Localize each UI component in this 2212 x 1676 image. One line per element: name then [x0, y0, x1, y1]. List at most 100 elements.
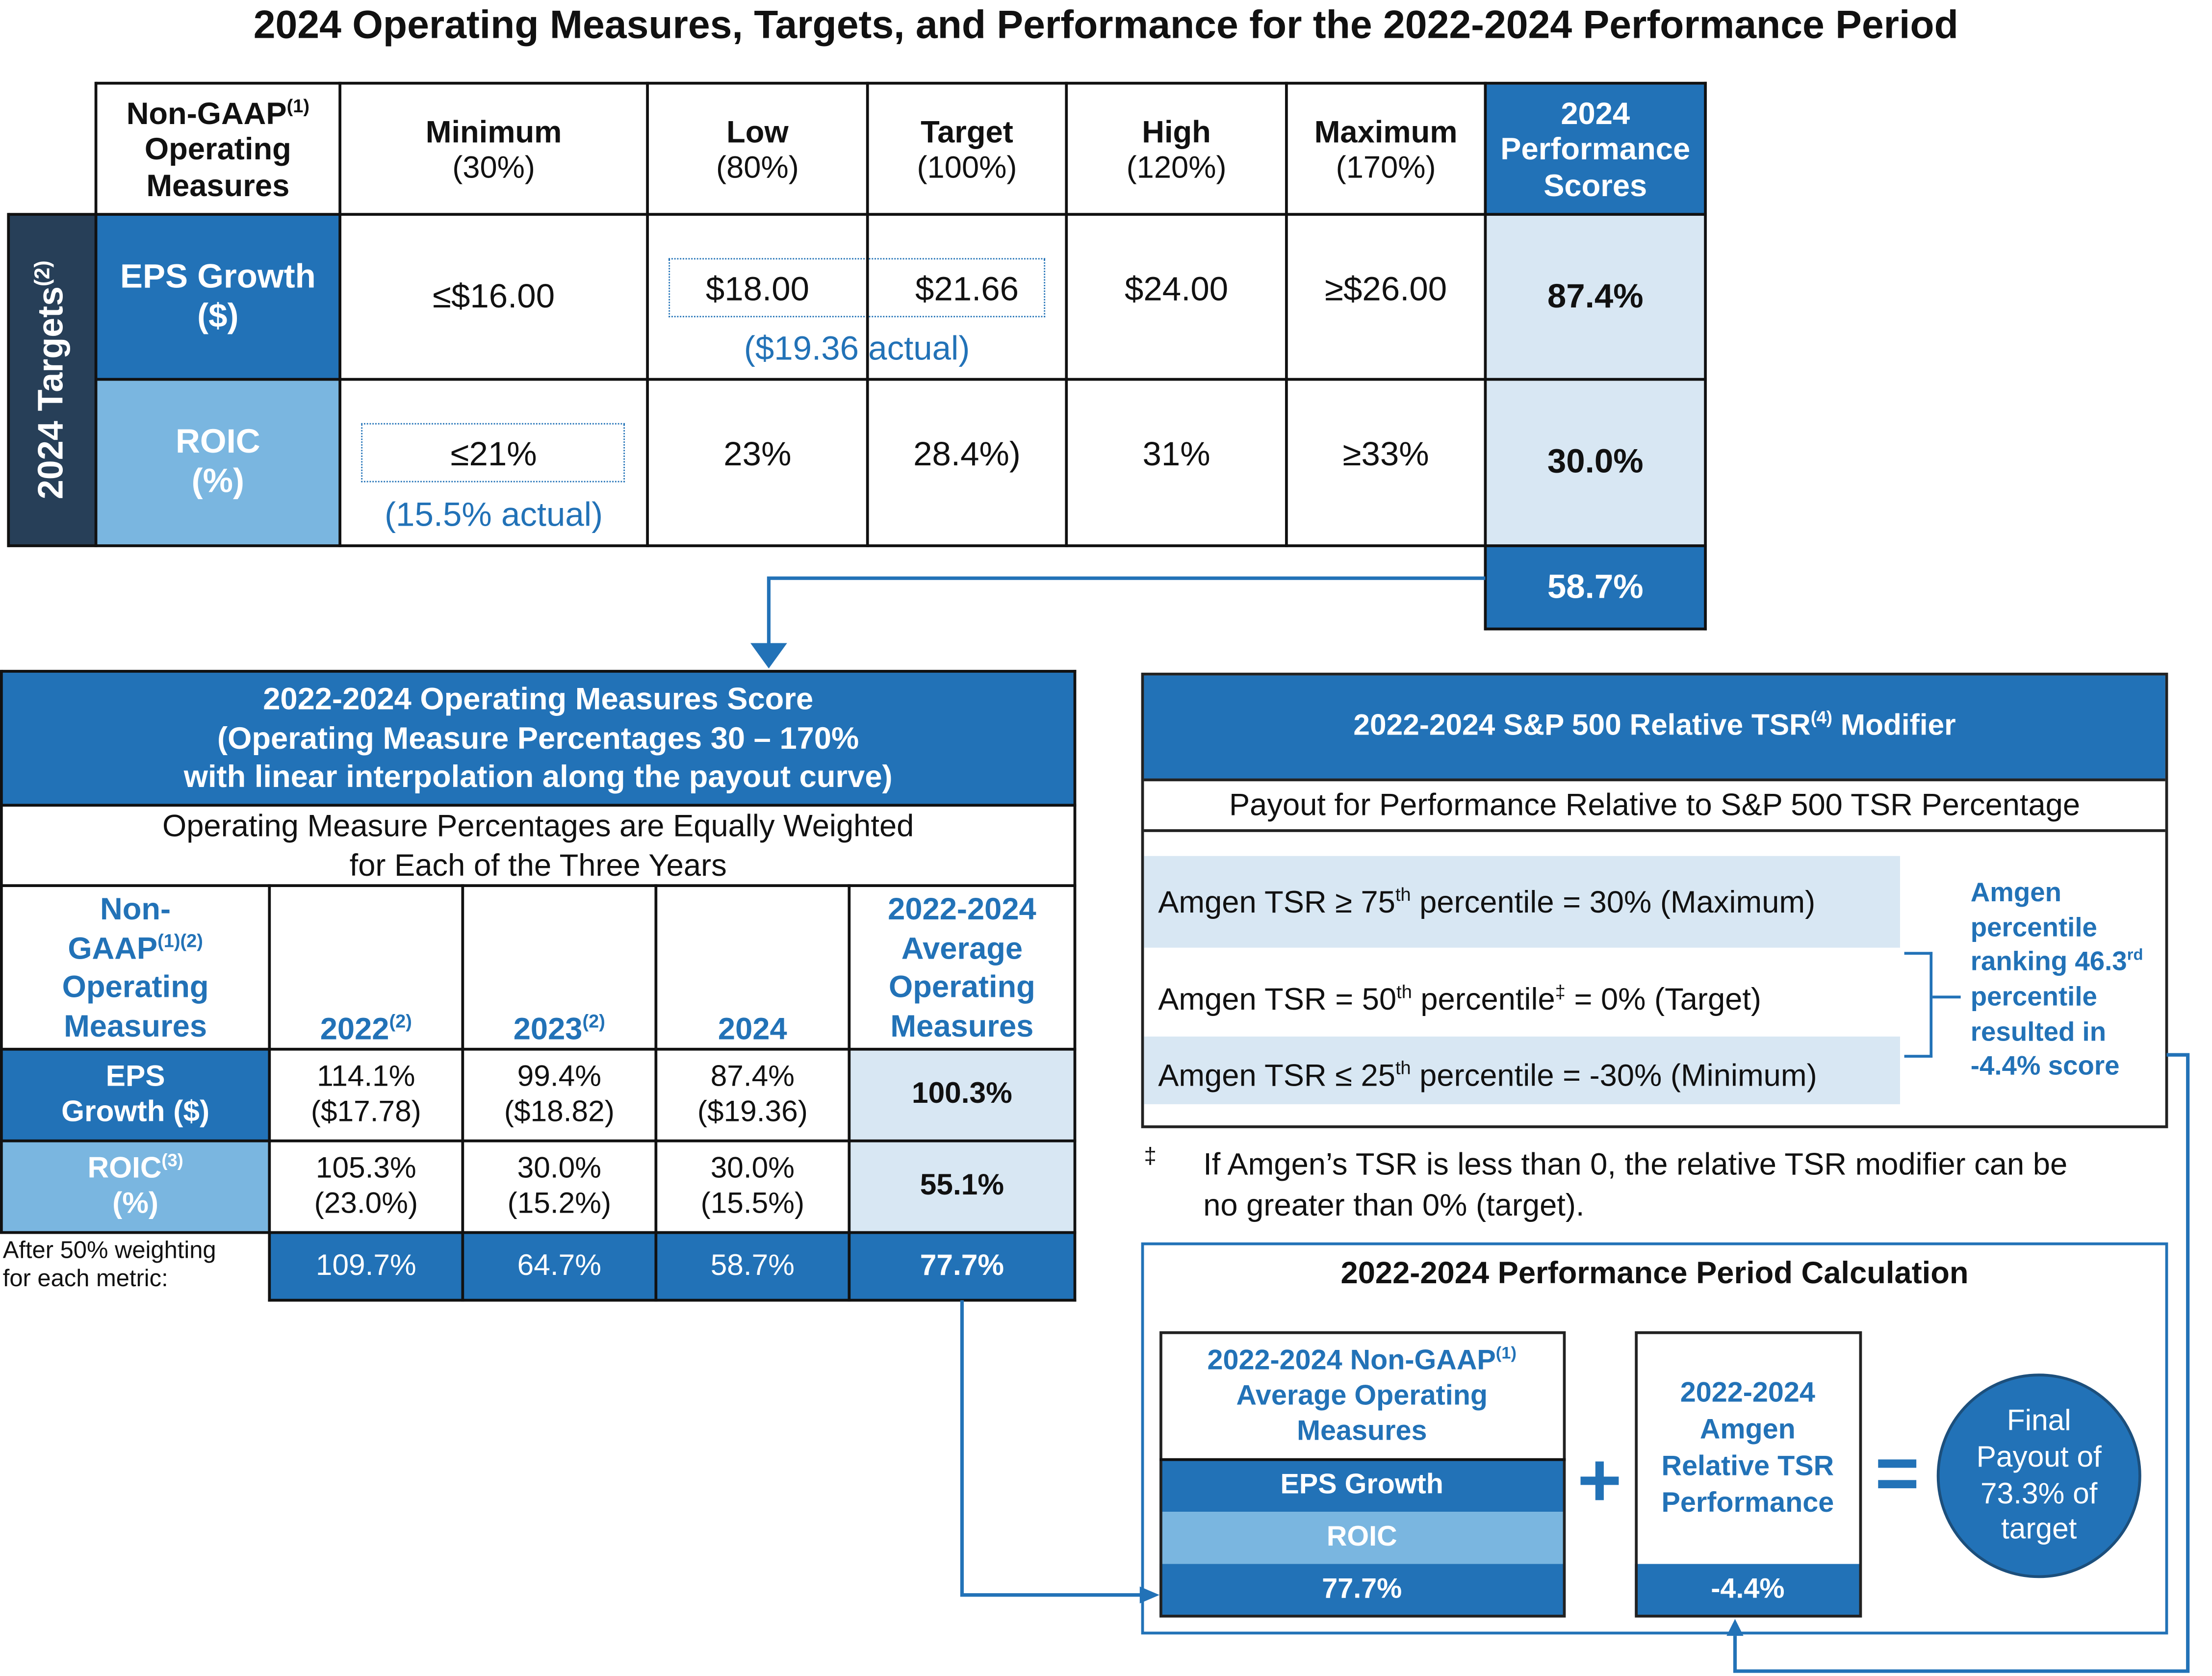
- ops-roic-2024: 30.0% (15.5%): [700, 1152, 805, 1219]
- roic-actual-range-box: [361, 423, 625, 482]
- tsr-bracket: [1932, 995, 1961, 999]
- tsr-bracket: [1904, 952, 1933, 955]
- calc-box1-value: 77.7%: [1159, 1564, 1565, 1616]
- grid-line: [268, 1298, 1077, 1302]
- grid-line: [1, 1139, 1077, 1143]
- grid-line: [96, 213, 1707, 216]
- calc-box1-header: 2022-2024 Non-GAAP(1) Average Operating …: [1207, 1342, 1517, 1447]
- grid-line: [1, 804, 1077, 807]
- tsr-bracket: [1929, 952, 1933, 1058]
- calc-box1-eps: EPS Growth: [1159, 1459, 1565, 1512]
- ops-eps-2022: 114.1% ($17.78): [310, 1061, 421, 1128]
- ops-roic-label: ROIC(3) (%): [1, 1141, 270, 1233]
- roic-score: 30.0%: [1485, 379, 1706, 546]
- ops-eps-2023: 99.4% ($18.82): [504, 1061, 615, 1128]
- col-2022-header: 2022(2): [320, 1010, 412, 1046]
- calc-box2-value: -4.4%: [1635, 1564, 1861, 1616]
- roic-high: 31%: [1142, 435, 1210, 474]
- grid-line: [654, 884, 658, 1302]
- final-payout-circle: Final Payout of 73.3% of target: [1936, 1373, 2141, 1578]
- calc-box2-border: [1635, 1331, 1862, 1618]
- operating-score-header: 2022-2024 Operating Measures Score (Oper…: [1, 671, 1075, 806]
- page-title: 2024 Operating Measures, Targets, and Pe…: [253, 2, 1958, 47]
- grid-line: [7, 213, 10, 547]
- calc-box1-border: [1159, 1331, 1566, 1618]
- tsr-panel: [1141, 672, 2168, 1128]
- grid-line: [0, 670, 3, 1234]
- equals-sign: =: [1875, 1431, 1920, 1516]
- grid-line: [1484, 81, 1487, 631]
- tsr-callout: Amgen percentile ranking 46.3rd percenti…: [1970, 878, 2143, 1083]
- ops-eps-label: EPS Growth ($): [1, 1049, 270, 1141]
- tsr-row-target: Amgen TSR = 50th percentile‡ = 0% (Targe…: [1158, 981, 1762, 1017]
- col-average-header: 2022-2024 Average Operating Measures: [888, 891, 1036, 1043]
- calculation-title: 2022-2024 Performance Period Calculation: [1340, 1255, 1969, 1291]
- header-high: High (120%): [1126, 114, 1227, 185]
- header-maximum: Maximum (170%): [1314, 114, 1458, 185]
- grid-line: [268, 884, 271, 1302]
- calc-box2-header: 2022-2024 Amgen Relative TSR Performance: [1661, 1377, 1834, 1519]
- ops-roic-average: 55.1%: [849, 1141, 1075, 1233]
- grid-line: [461, 884, 464, 1302]
- calculation-panel: [1141, 1242, 2168, 1635]
- eps-maximum: ≥$26.00: [1325, 270, 1447, 308]
- roic-actual-label: (15.5% actual): [385, 496, 603, 535]
- footnote-text: If Amgen’s TSR is less than 0, the relat…: [1203, 1146, 2068, 1223]
- col-measures-header: Non- GAAP(1)(2) Operating Measures: [62, 891, 209, 1043]
- grid-line: [1704, 81, 1707, 631]
- row-roic-label: ROIC (%): [96, 379, 340, 546]
- eps-actual-range-box: [669, 258, 1046, 318]
- eps-high: $24.00: [1125, 270, 1229, 308]
- grid-line: [8, 544, 1707, 547]
- ops-eps-2024: 87.4% ($19.36): [697, 1061, 808, 1128]
- calc-box1-roic: ROIC: [1159, 1512, 1565, 1564]
- plus-sign: +: [1577, 1438, 1622, 1523]
- grid-line: [1, 1047, 1077, 1051]
- grid-line: [96, 81, 1707, 85]
- weighted-average: 77.7%: [849, 1232, 1075, 1300]
- eps-minimum: ≤$16.00: [433, 277, 555, 316]
- col-2024-header: 2024: [718, 1011, 787, 1046]
- grid-line: [1285, 81, 1288, 547]
- connector-score-to-calculation: [960, 1300, 1143, 1597]
- operating-score-subtitle: Operating Measure Percentages are Equall…: [162, 808, 914, 882]
- grid-line: [866, 81, 869, 547]
- arrowhead-down: [750, 643, 787, 669]
- tsr-row-maximum: Amgen TSR ≥ 75th percentile = 30% (Maxim…: [1144, 856, 1900, 948]
- grid-line: [1065, 81, 1068, 547]
- eps-score: 87.4%: [1485, 214, 1706, 380]
- ops-eps-average: 100.3%: [849, 1049, 1075, 1141]
- grid-line: [848, 884, 851, 1302]
- connector-targets-to-score: [767, 576, 1486, 652]
- row-eps-label: EPS Growth ($): [96, 214, 340, 380]
- weighted-2023: 64.7%: [463, 1232, 656, 1300]
- grid-line: [1, 884, 1077, 888]
- header-target: Target (100%): [917, 114, 1017, 185]
- roic-low: 23%: [723, 435, 792, 474]
- total-score: 58.7%: [1485, 546, 1706, 629]
- roic-maximum: ≥33%: [1342, 435, 1429, 474]
- eps-low: $18.00: [705, 270, 809, 308]
- eps-target: $21.66: [915, 270, 1019, 308]
- tsr-subtitle: Payout for Performance Relative to S&P 5…: [1144, 778, 2165, 832]
- footnote-mark: ‡: [1144, 1145, 1157, 1169]
- connector-tsr-to-calculation: [1733, 1053, 2190, 1673]
- grid-line: [338, 81, 341, 547]
- ops-roic-2023: 30.0% (15.2%): [507, 1152, 612, 1219]
- weighted-2022: 109.7%: [269, 1232, 463, 1300]
- tsr-bracket: [1904, 1055, 1933, 1058]
- grid-line: [1, 1231, 1077, 1234]
- grid-line: [1485, 627, 1707, 631]
- header-minimum: Minimum (30%): [425, 114, 562, 185]
- grid-line: [646, 81, 649, 547]
- tsr-row-minimum: Amgen TSR ≤ 25th percentile = -30% (Mini…: [1144, 1036, 1900, 1104]
- grid-line: [96, 378, 1707, 381]
- weighted-2024: 58.7%: [656, 1232, 849, 1300]
- grid-line: [8, 213, 96, 216]
- header-low: Low (80%): [716, 114, 799, 185]
- grid-line: [1, 670, 1077, 673]
- col-2023-header: 2023(2): [513, 1010, 605, 1046]
- eps-actual-label: ($19.36 actual): [744, 330, 970, 369]
